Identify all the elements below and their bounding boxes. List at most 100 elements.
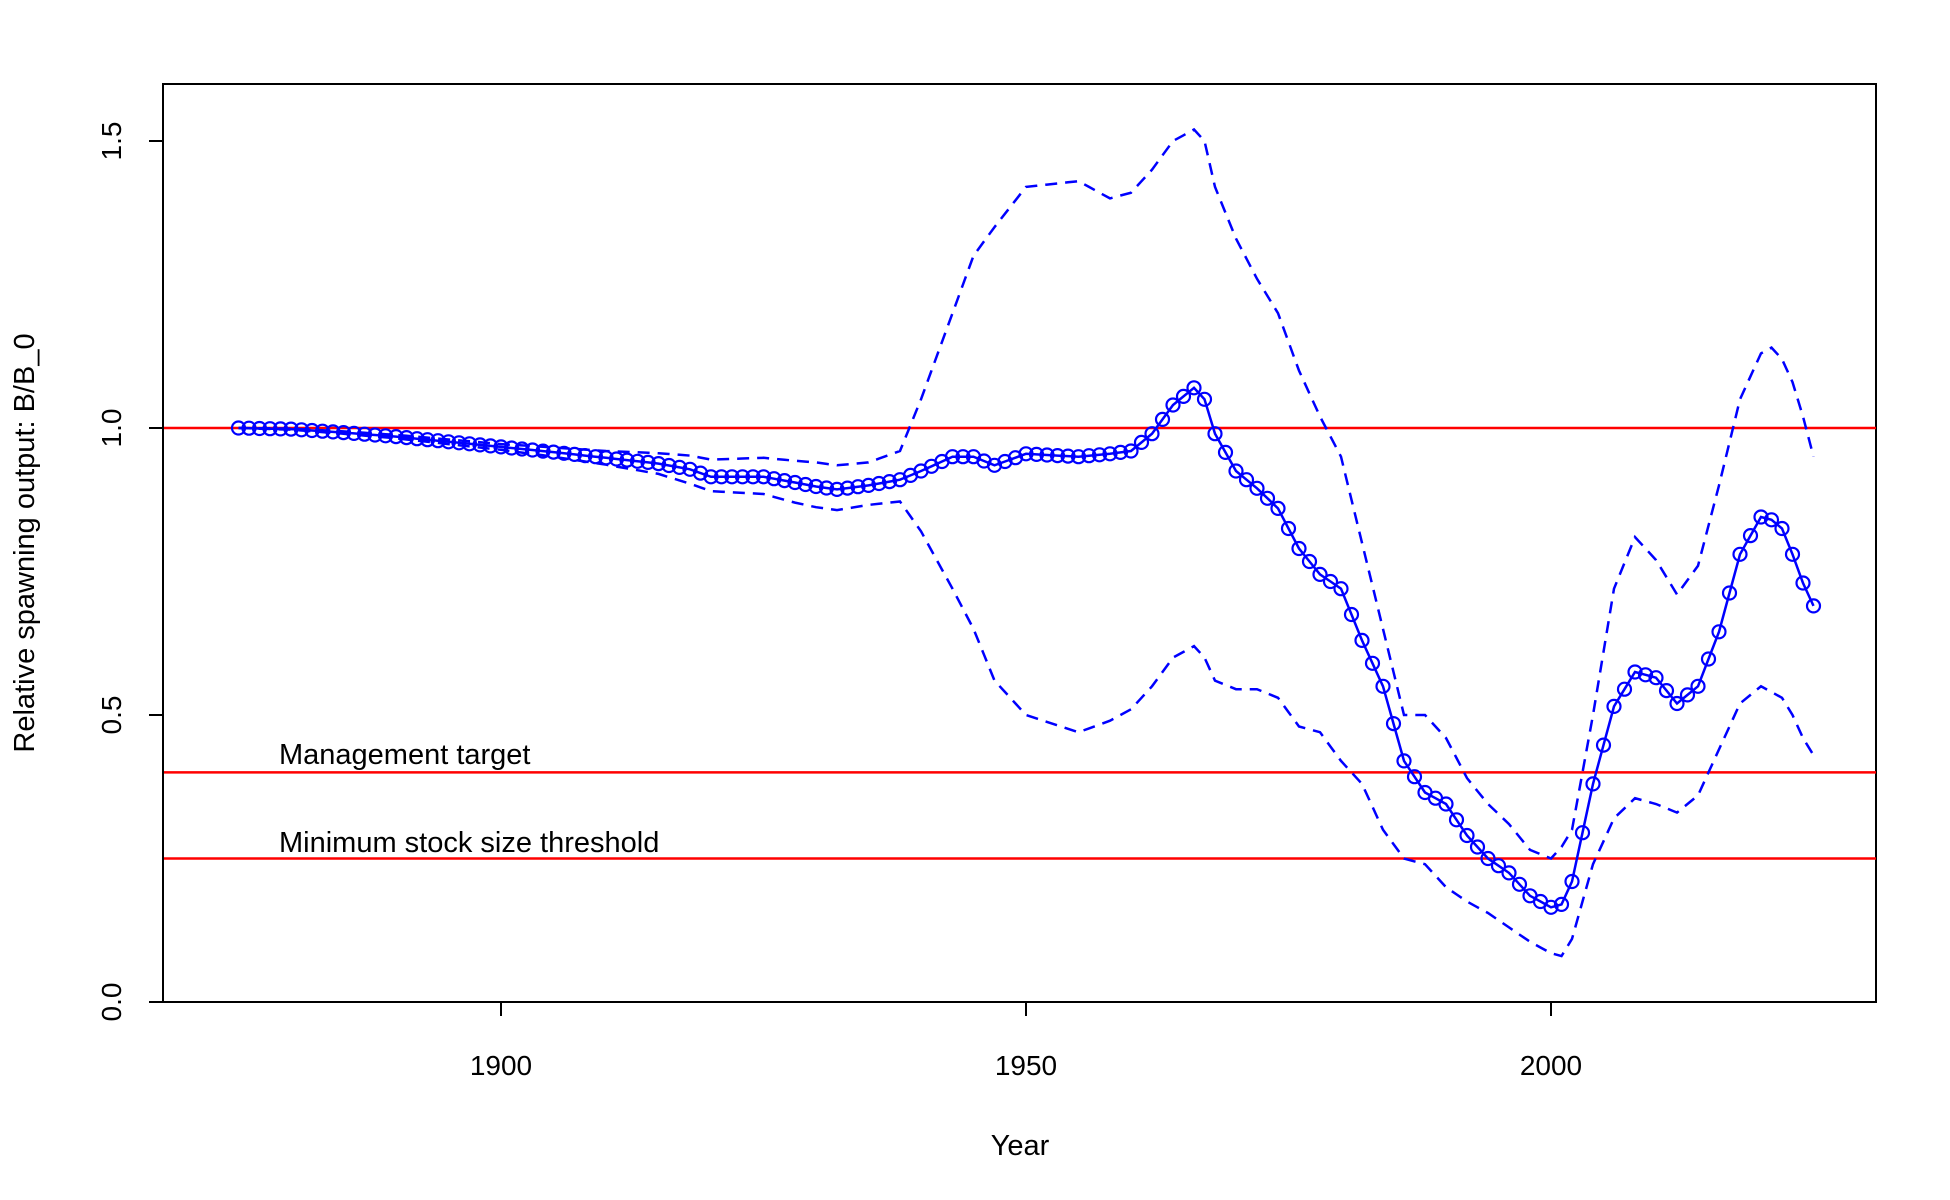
ref-label-management-target: Management target xyxy=(279,739,530,771)
point-1876 xyxy=(241,420,257,436)
ref-label-minimum-stock-size-threshold: Minimum stock size threshold xyxy=(279,827,659,859)
estimate-line xyxy=(238,386,1815,909)
estimate-series xyxy=(238,386,1815,909)
point-2020 xyxy=(1753,509,1769,525)
point-2013 xyxy=(1679,687,1696,703)
y-tick-label-1: 0.5 xyxy=(96,696,127,735)
point-1904 xyxy=(535,443,551,459)
point-1884 xyxy=(325,424,341,440)
point-1921 xyxy=(713,469,730,485)
point-2024 xyxy=(1795,575,1811,591)
point-1922 xyxy=(724,469,740,485)
point-1898 xyxy=(472,437,488,453)
point-1963 xyxy=(1154,411,1171,427)
point-1984 xyxy=(1375,678,1391,694)
y-tick-label-2: 1.0 xyxy=(96,409,127,448)
point-1878 xyxy=(262,421,278,437)
point-1893 xyxy=(419,432,436,448)
point-1971 xyxy=(1238,472,1255,488)
point-1965 xyxy=(1175,388,1192,404)
point-1932 xyxy=(829,481,845,497)
point-1911 xyxy=(608,451,625,467)
point-2012 xyxy=(1669,695,1685,712)
point-1977 xyxy=(1301,553,1318,570)
point-1888 xyxy=(367,427,383,443)
point-2010 xyxy=(1648,670,1664,686)
point-2017 xyxy=(1721,585,1738,601)
point-1981 xyxy=(1343,606,1360,623)
point-1973 xyxy=(1259,490,1276,506)
point-1908 xyxy=(577,448,593,464)
point-1877 xyxy=(251,420,268,437)
point-1954 xyxy=(1060,448,1076,464)
point-1915 xyxy=(650,456,667,472)
y-axis: 0.0 0.5 1.0 1.5 xyxy=(96,122,164,1022)
point-2025 xyxy=(1805,598,1822,614)
point-1978 xyxy=(1312,566,1328,583)
point-1935 xyxy=(860,477,877,493)
point-2008 xyxy=(1627,664,1643,680)
point-2007 xyxy=(1616,681,1633,697)
point-1964 xyxy=(1165,397,1181,413)
point-1997 xyxy=(1511,876,1528,892)
point-1902 xyxy=(514,441,530,457)
point-1950 xyxy=(1018,446,1034,462)
point-2022 xyxy=(1774,520,1790,537)
point-1899 xyxy=(482,438,499,454)
point-1979 xyxy=(1322,573,1339,590)
point-1900 xyxy=(493,439,509,455)
point-1930 xyxy=(808,478,824,495)
point-1994 xyxy=(1480,850,1496,867)
point-1958 xyxy=(1102,446,1118,462)
point-1944 xyxy=(955,449,971,465)
point-1895 xyxy=(440,434,457,450)
x-tick-label-1900: 1900 xyxy=(470,1050,532,1081)
plot-frame xyxy=(162,83,1877,1003)
point-1931 xyxy=(818,480,835,496)
point-1890 xyxy=(388,429,404,445)
point-1968 xyxy=(1207,426,1223,442)
point-1982 xyxy=(1354,632,1370,649)
point-1903 xyxy=(524,442,541,458)
point-1885 xyxy=(335,425,352,441)
point-1987 xyxy=(1406,769,1423,785)
point-1914 xyxy=(640,454,656,470)
point-1928 xyxy=(787,474,803,491)
point-1880 xyxy=(283,421,299,437)
point-1986 xyxy=(1396,753,1412,769)
point-2011 xyxy=(1658,682,1675,699)
point-1875 xyxy=(230,420,247,436)
point-1936 xyxy=(871,475,887,492)
point-2009 xyxy=(1637,667,1654,683)
point-1934 xyxy=(850,479,866,495)
point-1894 xyxy=(430,433,446,449)
point-1905 xyxy=(545,444,562,460)
point-2001 xyxy=(1553,896,1570,913)
reference-lines xyxy=(163,426,1876,860)
point-1975 xyxy=(1280,520,1297,537)
point-1970 xyxy=(1228,463,1244,479)
point-1892 xyxy=(409,431,425,447)
point-1992 xyxy=(1459,827,1475,844)
point-1937 xyxy=(881,474,898,490)
point-1951 xyxy=(1028,446,1045,462)
point-1887 xyxy=(356,426,373,442)
point-1879 xyxy=(272,421,289,437)
point-1972 xyxy=(1249,480,1265,496)
point-1927 xyxy=(776,473,793,489)
point-1985 xyxy=(1385,715,1402,732)
y-tick-label-0: 0.0 xyxy=(96,983,127,1022)
point-2015 xyxy=(1700,651,1717,667)
point-2016 xyxy=(1711,624,1727,640)
point-1933 xyxy=(839,480,856,496)
point-1913 xyxy=(629,453,646,469)
point-1953 xyxy=(1049,448,1066,464)
x-tick-label-1950: 1950 xyxy=(995,1050,1057,1081)
estimate-points xyxy=(230,380,1822,915)
point-1889 xyxy=(377,428,394,444)
point-2006 xyxy=(1606,698,1622,715)
point-1960 xyxy=(1123,443,1139,459)
point-1883 xyxy=(314,423,331,439)
point-2021 xyxy=(1763,512,1780,528)
point-1969 xyxy=(1217,444,1234,460)
